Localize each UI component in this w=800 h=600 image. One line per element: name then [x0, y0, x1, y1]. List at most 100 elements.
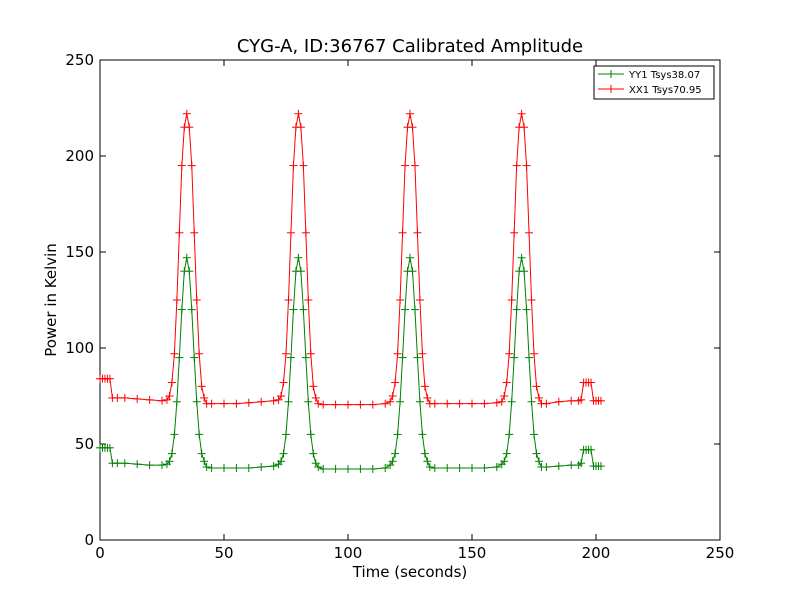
data-point [381, 464, 390, 472]
data-point [289, 305, 298, 314]
data-point [577, 395, 586, 404]
data-point [410, 305, 419, 314]
data-point [172, 296, 181, 304]
x-tick-label: 250 [706, 544, 735, 562]
data-point [530, 430, 538, 439]
data-point [306, 430, 315, 439]
data-point [331, 400, 340, 409]
data-point [309, 449, 318, 458]
data-point [420, 382, 429, 391]
data-point [175, 353, 184, 362]
data-point [391, 449, 400, 458]
data-point [381, 399, 390, 408]
data-point [418, 430, 427, 439]
data-point [356, 400, 365, 409]
data-point [105, 374, 114, 383]
y-tick-label: 0 [84, 531, 94, 549]
data-point [522, 305, 531, 314]
data-point [388, 457, 397, 466]
data-point [306, 349, 315, 358]
data-point [497, 397, 506, 406]
data-point [296, 267, 305, 276]
data-point [596, 462, 605, 471]
data-point [257, 397, 266, 406]
data-point [505, 430, 514, 439]
data-point [304, 296, 313, 304]
data-point [356, 464, 365, 473]
data-point [344, 464, 352, 473]
data-point [185, 267, 194, 276]
data-point [192, 296, 201, 304]
data-point [296, 123, 305, 132]
data-point [401, 161, 410, 170]
data-point [502, 378, 511, 387]
data-point [286, 353, 295, 362]
y-axis: 0 50 100 150 200 250 [65, 51, 720, 549]
data-point [311, 393, 320, 402]
data-point [532, 382, 541, 391]
data-point [289, 161, 298, 170]
data-point [207, 464, 216, 472]
data-point [279, 449, 288, 458]
data-point [398, 228, 407, 237]
x-axis-label: Time (seconds) [352, 563, 468, 581]
data-point [507, 296, 516, 304]
data-point [512, 305, 521, 314]
data-point [527, 296, 536, 304]
data-point [232, 464, 241, 472]
data-point [294, 253, 303, 262]
data-point [423, 457, 432, 466]
data-point [468, 399, 476, 408]
data-point [158, 396, 166, 405]
data-point [277, 457, 286, 466]
data-point [406, 253, 414, 262]
data-point [587, 445, 596, 454]
data-point [425, 463, 434, 472]
data-point [301, 353, 310, 362]
data-point [301, 228, 310, 237]
data-point [284, 397, 293, 406]
data-point [587, 378, 596, 387]
x-tick-label: 0 [95, 544, 105, 562]
data-point [133, 460, 142, 469]
data-point [182, 253, 191, 262]
data-point [244, 464, 253, 472]
data-point [165, 457, 174, 466]
data-point [200, 457, 209, 466]
data-point [244, 398, 253, 407]
data-point [190, 353, 199, 362]
data-point [554, 397, 563, 406]
data-point [284, 296, 293, 304]
data-point [170, 349, 179, 358]
data-point [455, 464, 464, 472]
data-point [413, 353, 422, 362]
data-point [492, 463, 501, 472]
data-point [269, 396, 278, 405]
x-axis: 0 50 100 150 200 250 [95, 60, 734, 562]
chart-title: CYG-A, ID:36767 Calibrated Amplitude [237, 36, 583, 57]
data-point [534, 393, 543, 402]
data-point [517, 253, 526, 262]
data-point [299, 305, 308, 314]
data-point [396, 296, 405, 304]
y-tick-label: 200 [65, 147, 94, 165]
data-point [167, 378, 176, 387]
data-point [430, 399, 439, 408]
data-point [200, 393, 209, 402]
data-point [525, 228, 534, 237]
data-point [396, 397, 405, 406]
data-point [113, 459, 122, 468]
data-point [113, 393, 122, 402]
data-point [492, 398, 501, 407]
data-point [167, 449, 176, 458]
data-point [391, 378, 400, 387]
data-point [304, 397, 313, 406]
data-point [133, 394, 142, 403]
data-point [532, 449, 541, 458]
data-point [567, 396, 576, 405]
data-point [175, 228, 184, 237]
x-tick-label: 50 [214, 544, 233, 562]
data-point [510, 228, 519, 237]
data-point [165, 392, 174, 400]
